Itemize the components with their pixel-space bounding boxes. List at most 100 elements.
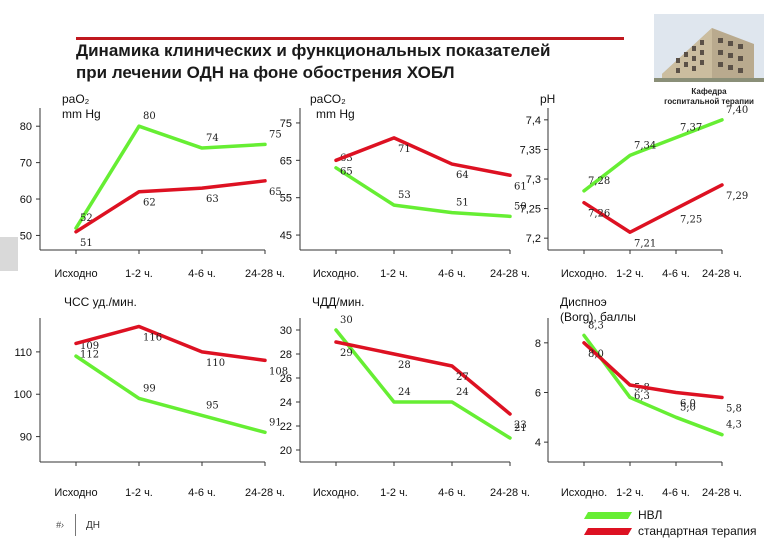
data-label: 99 [143, 383, 156, 394]
data-label: 7,29 [726, 191, 748, 202]
x-tick-label: 24-28 ч. [245, 487, 285, 499]
data-label: 4,3 [726, 420, 742, 431]
data-label: 8,3 [588, 320, 604, 331]
x-tick-label: Исходно. [561, 268, 607, 280]
y-tick-label: 6 [535, 387, 541, 399]
data-label: 7,25 [680, 215, 702, 226]
chart-title: Диспноэ [560, 295, 607, 309]
chart-4: ЧСС уд./мин. 90 100 110 Исходно 1-2 ч. 4-6 ч. 2… [14, 295, 288, 499]
data-label: 50 [514, 201, 527, 212]
x-tick-label: 1-2 ч. [616, 487, 644, 499]
data-label: 65 [340, 166, 353, 177]
x-tick-label: 24-28 ч. [245, 268, 285, 280]
data-label: 8,0 [588, 349, 604, 360]
data-label: 109 [80, 341, 99, 352]
chart-title: ЧСС уд./мин. [64, 295, 137, 309]
data-label: 65 [269, 187, 282, 198]
chart-3: pH 7,2 7,25 7,3 7,35 7,4 Исходно. 1-2 ч. 4-6 ч. 2… [520, 92, 749, 280]
series-line-nvl [74, 124, 267, 230]
data-label: 7,40 [726, 105, 748, 116]
data-label: 51 [456, 198, 469, 209]
data-label: 116 [143, 332, 162, 343]
x-tick-label: 1-2 ч. [380, 487, 408, 499]
data-label: 62 [143, 198, 156, 209]
x-tick-label: Исходно [54, 268, 97, 280]
data-label: 95 [206, 400, 219, 411]
y-tick-label: 50 [20, 230, 32, 242]
y-tick-label: 4 [535, 437, 541, 449]
x-tick-label: Исходно. [561, 487, 607, 499]
y-tick-label: 7,2 [526, 233, 541, 245]
series-line-standard [582, 183, 724, 234]
data-label: 6,3 [634, 391, 650, 402]
series-line-nvl [334, 166, 512, 219]
y-tick-label: 60 [20, 194, 32, 206]
data-label: 7,37 [680, 123, 702, 134]
x-tick-label: 4-6 ч. [438, 268, 466, 280]
series-line-standard [74, 179, 267, 234]
y-tick-label: 30 [280, 325, 292, 337]
data-label: 6,0 [680, 398, 696, 409]
data-label: 30 [340, 315, 353, 326]
chart-title: ЧДД/мин. [312, 295, 365, 309]
y-tick-label: 7,25 [520, 204, 541, 216]
y-tick-label: 22 [280, 421, 292, 433]
x-tick-label: 1-2 ч. [125, 268, 153, 280]
data-label: 61 [514, 181, 527, 192]
logo-caption-2: госпитальной терапии [664, 97, 754, 106]
series-line-standard [334, 136, 512, 178]
data-label: 7,21 [634, 238, 656, 249]
data-label: 21 [514, 423, 527, 434]
data-label: 7,34 [634, 140, 656, 151]
y-tick-label: 75 [280, 118, 292, 130]
x-tick-label: 24-28 ч. [702, 487, 742, 499]
x-tick-label: Исходно. [313, 487, 359, 499]
department-logo: Кафедра госпитальной терапии [654, 14, 764, 110]
chart-unit: mm Hg [62, 107, 101, 121]
chart-5: ЧДД/мин. 20 22 24 26 28 30 Исходно. 1-2 ч. 4-6 ч.… [280, 295, 530, 499]
y-tick-label: 70 [20, 158, 32, 170]
data-label: 71 [398, 144, 411, 155]
data-label: 64 [456, 170, 469, 181]
chart-title: раО₂ [62, 92, 90, 106]
legend-label-nvl: НВЛ [638, 508, 663, 522]
x-tick-label: 4-6 ч. [188, 487, 216, 499]
y-tick-label: 65 [280, 155, 292, 167]
y-tick-label: 110 [14, 347, 32, 359]
slide-number: #› [56, 520, 65, 530]
x-tick-label: 1-2 ч. [125, 487, 153, 499]
data-label: 63 [340, 153, 353, 164]
page-title: Динамика клинических и функциональных по… [76, 40, 636, 84]
y-tick-label: 7,4 [526, 115, 541, 127]
title-line-2: при лечении ОДН на фоне обострения ХОБЛ [76, 63, 455, 82]
data-label: 24 [456, 387, 469, 398]
y-tick-label: 55 [280, 193, 292, 205]
x-tick-label: 24-28 ч. [490, 268, 530, 280]
y-tick-label: 24 [280, 397, 292, 409]
x-tick-label: 1-2 ч. [380, 268, 408, 280]
data-label: 108 [269, 366, 288, 377]
data-label: 24 [398, 387, 411, 398]
side-tab [0, 237, 18, 271]
x-tick-label: 4-6 ч. [662, 268, 690, 280]
series-line-nvl [582, 333, 724, 437]
x-tick-label: 24-28 ч. [490, 487, 530, 499]
data-label: 63 [206, 194, 219, 205]
data-label: 5,0 [680, 402, 696, 413]
chart-title: раСО₂ [310, 92, 346, 106]
legend-label-standard: стандартная терапия [638, 524, 757, 538]
y-tick-label: 26 [280, 373, 292, 385]
x-tick-label: Исходно. [313, 268, 359, 280]
data-label: 75 [269, 129, 282, 140]
data-label: 7,28 [588, 176, 610, 187]
data-label: 5,8 [726, 403, 742, 414]
data-label: 23 [514, 420, 527, 431]
series-line-nvl [582, 118, 724, 193]
logo-caption-1: Кафедра [691, 87, 727, 96]
x-tick-label: 4-6 ч. [188, 268, 216, 280]
y-tick-label: 8 [535, 338, 541, 350]
data-label: 74 [206, 133, 219, 144]
title-rule [76, 37, 624, 40]
